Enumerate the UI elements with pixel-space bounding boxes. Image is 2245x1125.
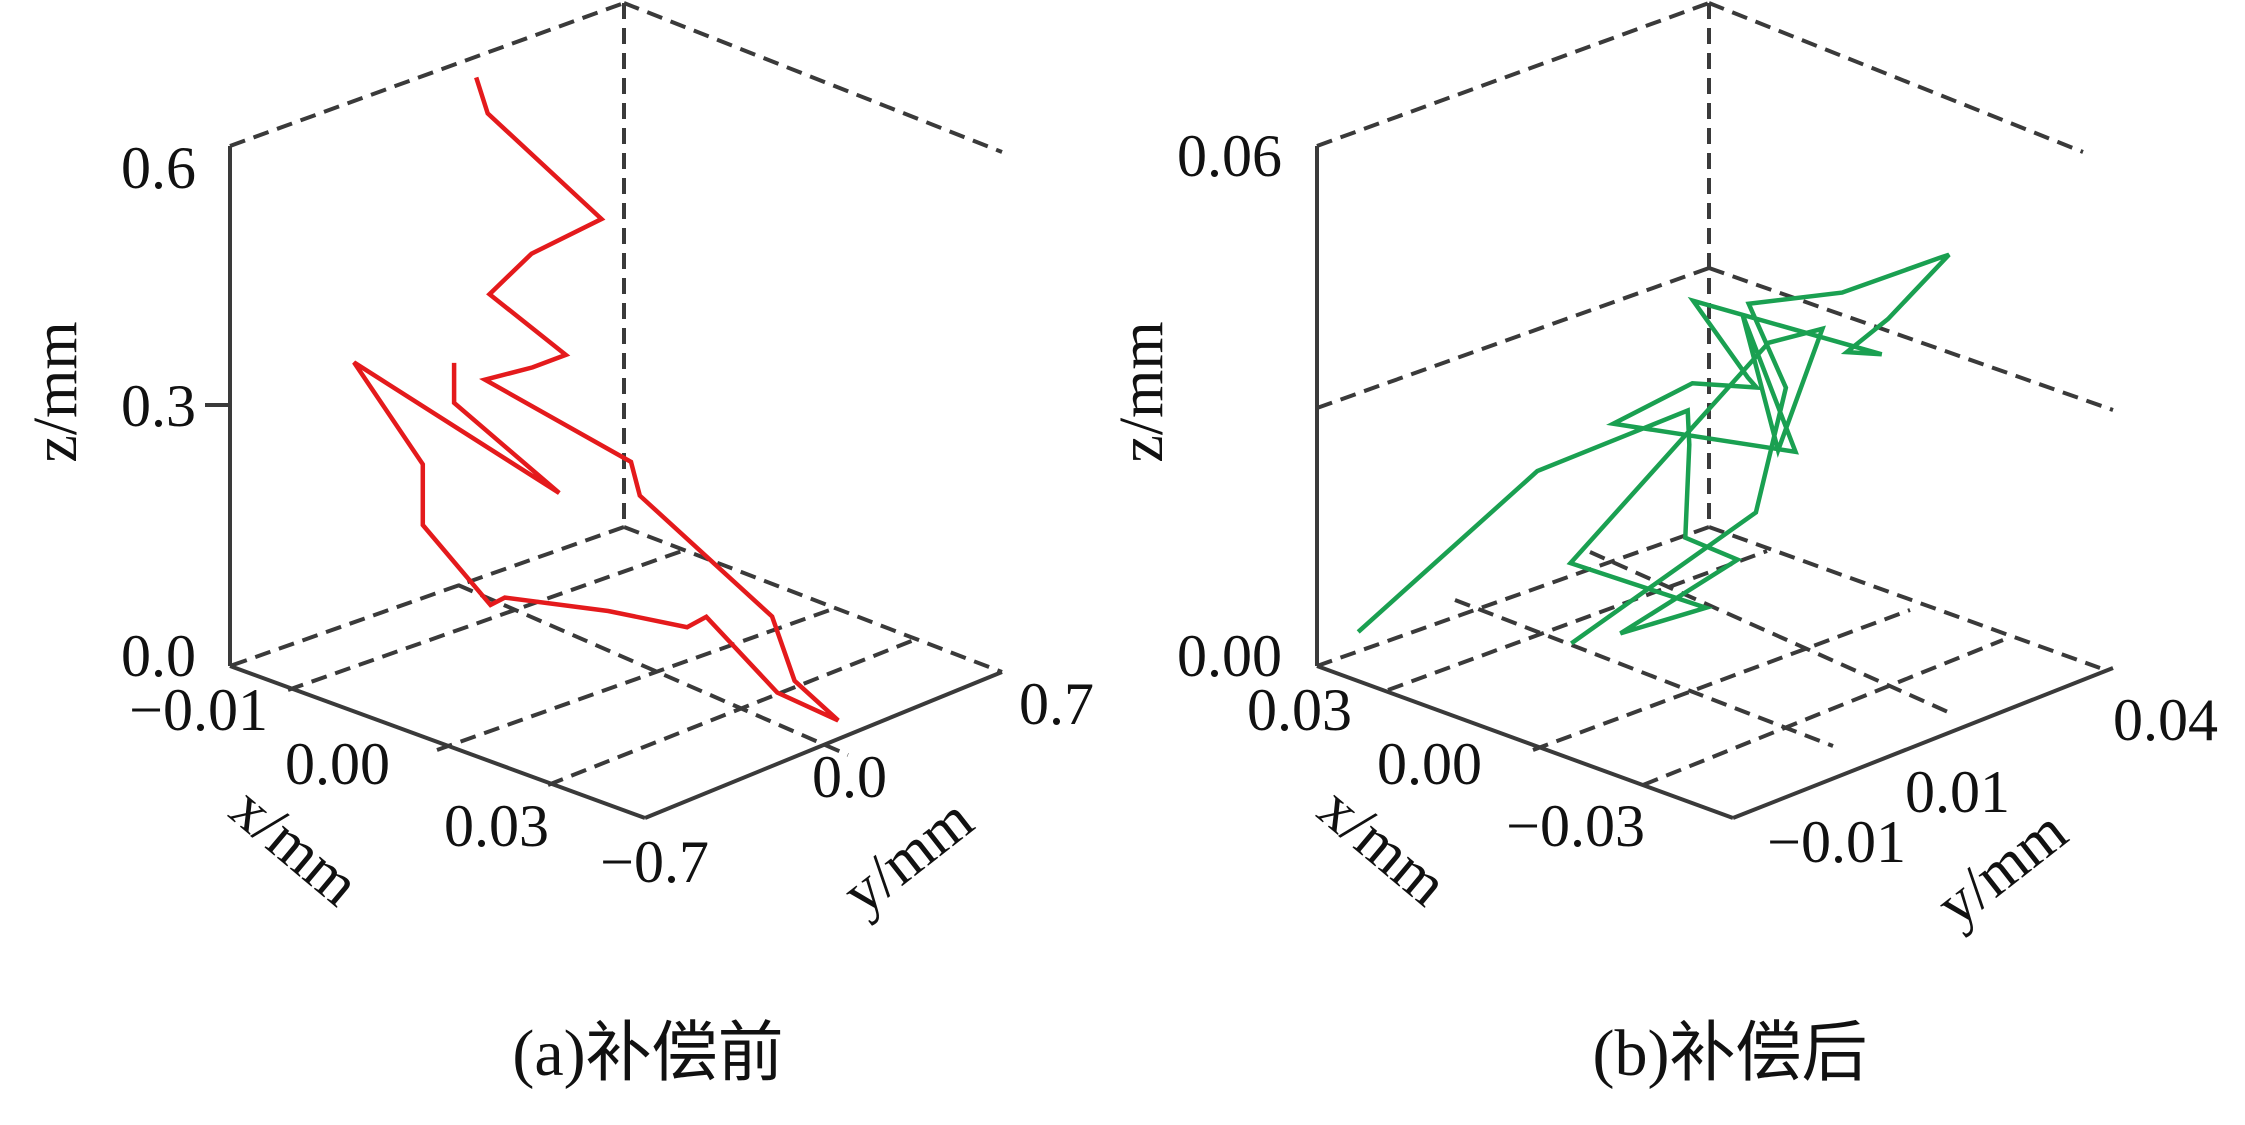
- panel-b-grid: [1316, 1, 2114, 787]
- panel-b-floor-back-left: [1316, 525, 1710, 668]
- panel-a-x-axis: [229, 664, 646, 820]
- panel-a-floor-grid-x3: [547, 638, 915, 787]
- panel-a-tick-labels: 0.6 0.3 0.0 −0.01 0.00 0.03 −0.7 0.0 0.7: [121, 135, 1094, 895]
- panel-a-traces: [352, 76, 840, 723]
- panel-b-back-right-mid: [1708, 266, 2114, 412]
- panel-a-x-tick-label: −0.01: [129, 677, 268, 743]
- panel-a-z-tick-label: 0.3: [121, 373, 196, 439]
- panel-a-floor-grid-x2: [436, 608, 831, 752]
- panel-b-y-axis: [1732, 666, 2114, 820]
- panel-b-x-tick-label: 0.00: [1377, 731, 1482, 797]
- panel-a-y-tick-label: 0.0: [812, 744, 887, 810]
- panel-a-floor-back-left: [229, 525, 625, 668]
- panel-b-right-top-edge: [1708, 1, 2084, 154]
- panel-a-x-tick-label: 0.03: [444, 793, 549, 859]
- panel-b-z-tick-label: 0.06: [1177, 123, 1282, 189]
- panel-b-chart: 0.06 0.00 0.03 0.00 −0.03 −0.01 0.01 0.0…: [1108, 1, 2218, 1090]
- panel-b-floor-grid-x3: [1642, 638, 2004, 787]
- panel-a-floor-grid-y1: [457, 583, 849, 757]
- panel-a-z-tick-label: 0.6: [121, 135, 196, 201]
- panel-b-traces: [1356, 252, 1951, 646]
- panel-b-floor-grid-y2: [1589, 550, 1949, 714]
- panel-b-back-top-edge: [1316, 1, 1710, 148]
- panel-a-trajectory-line: [352, 76, 840, 723]
- panel-b-trajectory-line: [1356, 252, 1951, 646]
- panel-b-x-tick-label: −0.03: [1506, 793, 1645, 859]
- panel-a-y-axis: [644, 670, 1003, 820]
- panel-b-axes: [1315, 146, 2114, 820]
- panel-a-axes: [205, 146, 1003, 820]
- panel-a-y-tick-label: −0.7: [600, 829, 709, 895]
- panel-a-back-top-edge: [229, 1, 625, 148]
- panel-a-z-tick-label: 0.0: [121, 623, 196, 689]
- panel-a-floor-back-right: [623, 525, 1003, 674]
- panel-b-z-axis-label: z/mm: [1108, 321, 1176, 462]
- panel-a-x-tick-label: 0.00: [285, 731, 390, 797]
- panel-b-x-axis: [1316, 664, 1734, 820]
- panel-a-chart: 0.6 0.3 0.0 −0.01 0.00 0.03 −0.7 0.0 0.7…: [22, 1, 1094, 1090]
- panel-b-x-tick-label: 0.03: [1247, 677, 1352, 743]
- panel-b-floor-grid-x1: [1387, 549, 1768, 692]
- panel-b-floor-grid-y1: [1454, 598, 1834, 748]
- panel-b-tick-labels: 0.06 0.00 0.03 0.00 −0.03 −0.01 0.01 0.0…: [1177, 123, 2218, 875]
- panel-a-y-tick-label: 0.7: [1019, 671, 1094, 737]
- panel-b-floor-grid-x2: [1532, 608, 1911, 752]
- panel-a-caption: (a)补偿前: [512, 1017, 783, 1090]
- panel-b-y-tick-label: 0.04: [2113, 687, 2218, 753]
- panel-b-z-tick-label: 0.00: [1177, 623, 1282, 689]
- panel-a-z-axis-label: z/mm: [22, 321, 90, 462]
- panel-a-grid: [229, 1, 1003, 787]
- panel-b-caption: (b)补偿后: [1593, 1017, 1868, 1090]
- panel-b-y-tick-label: 0.01: [1905, 759, 2010, 825]
- panel-b-floor-back-right: [1708, 525, 2101, 670]
- panel-b-y-tick-label: −0.01: [1767, 809, 1906, 875]
- panel-a-floor-grid-x1: [287, 549, 683, 692]
- panel-a-right-top-edge: [623, 1, 1003, 154]
- panel-b-back-left-mid: [1316, 266, 1710, 410]
